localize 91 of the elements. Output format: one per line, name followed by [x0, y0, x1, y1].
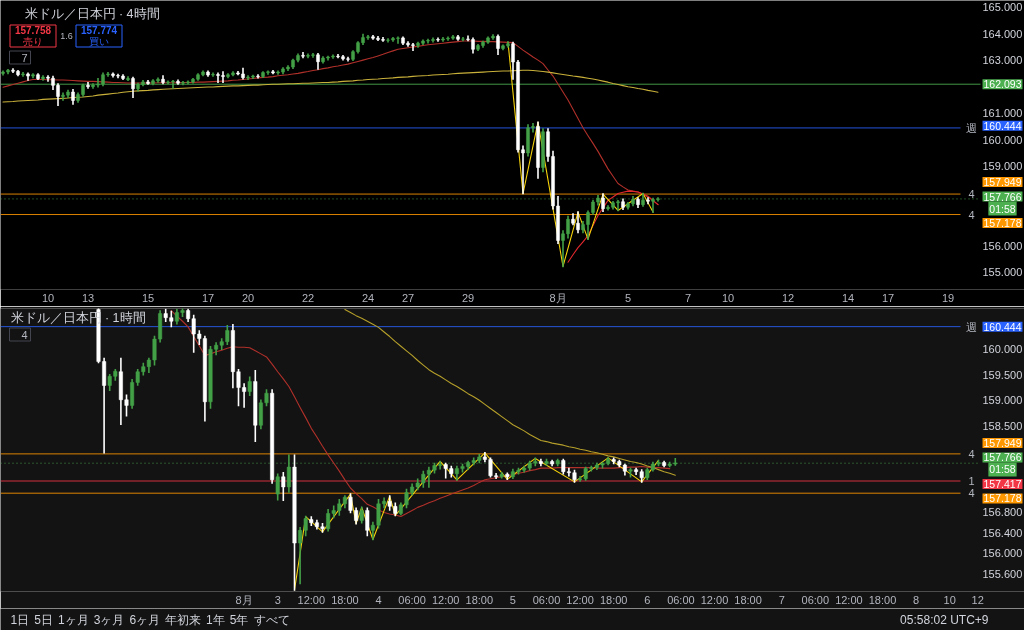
y-tick-label: 164.000: [982, 27, 1023, 40]
y-tick-label: 156.400: [982, 526, 1023, 539]
x-tick-label: 8月: [235, 593, 253, 606]
ref-line-label: 162.093: [983, 78, 1022, 91]
x-tick-label: 4: [375, 593, 382, 606]
y-tick-label: 159.000: [982, 160, 1023, 173]
x-tick-label: 20: [241, 291, 255, 304]
text: 6ヶ月: [129, 612, 161, 627]
annotation: 1.6: [60, 30, 73, 41]
x-tick-label: 12:00: [700, 593, 729, 606]
annotation: 157.774: [80, 24, 118, 36]
x-tick-label: 12:00: [835, 593, 863, 606]
text: 5日: [34, 612, 53, 627]
annotation: 4: [21, 328, 28, 341]
x-tick-label: 17: [201, 291, 215, 304]
annotation: 7: [21, 51, 28, 64]
text: すべて: [253, 612, 290, 627]
y-tick-label: 160.000: [982, 133, 1023, 146]
x-tick-label: 8月: [549, 291, 567, 304]
x-tick-label: 12:00: [566, 593, 594, 606]
text: 年初来: [165, 612, 202, 627]
ref-line-label: 157.417: [983, 477, 1022, 490]
x-tick-label: 18:00: [465, 593, 494, 606]
ref-line-label: 160.444: [983, 320, 1022, 333]
text: 05:58:02 UTC+9: [900, 612, 989, 627]
text: 1ヶ月: [57, 612, 89, 627]
x-tick-label: 5: [624, 291, 632, 304]
x-tick-label: 24: [361, 291, 375, 304]
text: 1年: [206, 612, 225, 627]
y-tick-label: 156.000: [982, 239, 1023, 252]
x-tick-label: 5: [509, 593, 516, 606]
x-tick-label: 06:00: [532, 593, 561, 606]
x-tick-label: 14: [841, 291, 855, 304]
y-tick-label: 161.000: [982, 107, 1023, 120]
annotation: 4: [968, 188, 975, 201]
ref-line-label: 157.949: [983, 176, 1022, 189]
y-tick-label: 163.000: [982, 54, 1023, 67]
x-tick-label: 12:00: [431, 593, 460, 606]
y-tick-label: 159.500: [982, 368, 1023, 381]
ref-line-label: 160.444: [983, 119, 1022, 132]
y-tick-label: 158.500: [982, 419, 1023, 432]
x-tick-label: 29: [461, 291, 475, 304]
x-tick-label: 06:00: [801, 593, 830, 606]
text: 1日: [10, 612, 30, 627]
x-tick-label: 17: [881, 291, 895, 304]
x-tick-label: 06:00: [667, 593, 695, 606]
y-tick-label: 155.000: [982, 266, 1023, 279]
x-tick-label: 18:00: [599, 593, 628, 606]
x-tick-label: 6: [644, 593, 651, 606]
ref-line-label: 157.766 01:58: [983, 451, 1022, 476]
x-tick-label: 10: [721, 291, 735, 304]
annotation: 買い: [89, 36, 109, 47]
annotation: 売り: [23, 36, 43, 47]
annotation: 週: [966, 320, 977, 333]
x-tick-label: 10: [943, 593, 956, 606]
annotation: 週: [966, 121, 977, 134]
annotation: 4: [968, 208, 975, 221]
x-tick-label: 18:00: [868, 593, 897, 606]
y-tick-label: 159.000: [982, 394, 1023, 407]
y-tick-label: 156.800: [982, 506, 1023, 519]
y-tick-label: 156.000: [982, 547, 1023, 560]
ref-line-label: 157.766 01:58: [983, 190, 1022, 215]
x-tick-label: 12:00: [297, 593, 326, 606]
annotation: 4: [968, 447, 975, 460]
x-tick-label: 15: [141, 291, 155, 304]
x-tick-label: 22: [301, 291, 315, 304]
x-tick-label: 27: [401, 291, 415, 304]
text: 3ヶ月: [93, 612, 125, 627]
y-tick-label: 160.000: [982, 343, 1023, 356]
x-tick-label: 18:00: [734, 593, 762, 606]
text: 5年: [229, 612, 249, 627]
x-tick-label: 8: [913, 593, 920, 606]
x-tick-label: 7: [684, 291, 692, 304]
x-tick-label: 3: [274, 593, 281, 606]
x-tick-label: 18:00: [331, 593, 359, 606]
x-tick-label: 7: [778, 593, 785, 606]
x-tick-label: 12: [781, 291, 795, 304]
x-tick-label: 06:00: [398, 593, 426, 606]
ref-line-label: 157.178: [983, 217, 1022, 230]
annotation: 1: [968, 475, 975, 487]
ref-line-label: 157.949: [983, 436, 1022, 449]
x-tick-label: 12: [971, 593, 984, 606]
y-tick-label: 155.600: [982, 567, 1023, 580]
ref-line-label: 157.178: [983, 492, 1022, 505]
text: 米ドル／日本円 · 4時間: [24, 6, 160, 21]
x-tick-label: 19: [941, 291, 955, 304]
annotation: 157.758: [14, 24, 52, 36]
x-tick-label: 10: [41, 291, 55, 304]
x-tick-label: 13: [81, 291, 95, 304]
y-tick-label: 165.000: [982, 1, 1023, 14]
annotation: 4: [968, 487, 975, 500]
